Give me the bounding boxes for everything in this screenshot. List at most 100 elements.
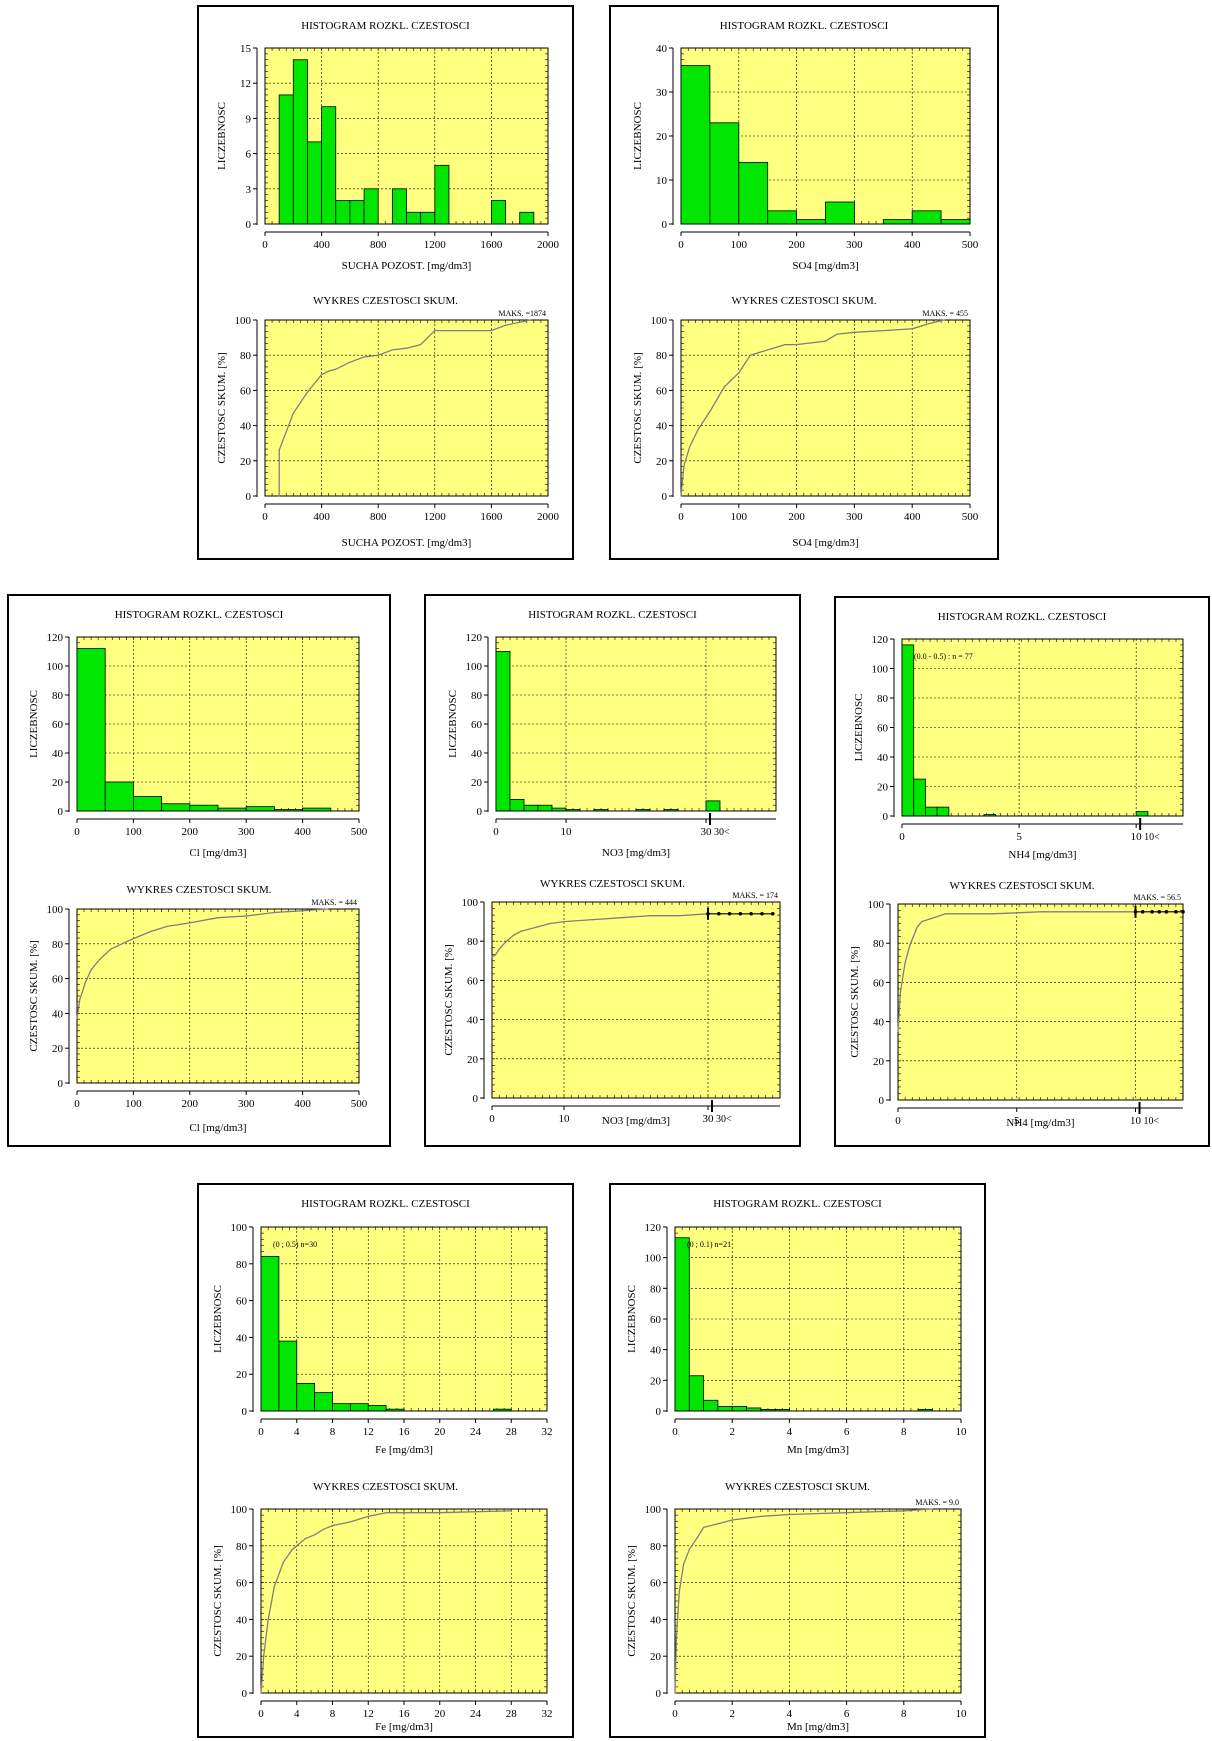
cumulative-point [76,1018,78,1020]
cumulative-point [788,1513,790,1516]
histogram-y-tick-label: 20 [236,1369,248,1381]
cumulative-title: WYKRES CZESTOSCI SKUM. [950,880,1095,892]
histogram-x-tick-label: 10 [956,1426,968,1438]
cumulative-y-tick-label: 60 [240,385,252,397]
histogram-x-tick-label: 400 [313,239,330,251]
cumulative-point [683,465,685,467]
cumulative-overflow-point [1164,910,1169,914]
histogram-bar [913,778,926,817]
cumulative-y-tick-label: 40 [236,1614,248,1626]
cumulative-y-tick-label: 60 [650,1578,662,1590]
histogram-title: HISTOGRAM ROZKL. CZESTOSCI [713,1198,882,1210]
cumulative-point [943,319,945,321]
cumulative-point [882,329,884,332]
histogram-x-tick-label: 400 [294,826,311,838]
cumulative-point [674,1692,676,1694]
histogram-y-tick-label: 40 [52,748,64,760]
cumulative-point [897,1030,899,1032]
cumulative-x-label: NH4 [mg/dm3] [1006,1117,1074,1129]
cumulative-x-tick-label: 0 [672,1708,678,1720]
cumulative-y-tick-label: 100 [868,899,885,911]
histogram: HISTOGRAM ROZKL. CZESTOSCI02040608010012… [626,1198,967,1456]
cumulative-point [688,1548,690,1551]
histogram-y-tick-label: 0 [477,806,483,818]
histogram-x-label: SUCHA POZOST. [mg/dm3] [342,260,472,272]
cumulative-x-tick-label: 0 [895,1115,901,1127]
cumulative-point [621,917,623,919]
cumulative-plot-area [681,320,970,496]
histogram-y-tick-label: 6 [246,149,252,161]
cumulative-point [824,340,827,342]
cumulative-point [273,911,275,914]
cumulative-x-tick-label: 300 [846,511,863,523]
histogram-y-tick-label: 40 [236,1332,248,1344]
histogram-note: (0 ; 0.5) n=30 [273,1240,317,1249]
panel-fe: HISTOGRAM ROZKL. CZESTOSCI 0 20 40 60 80 100 0 4… [197,1183,574,1738]
histogram-bar [278,1340,298,1412]
histogram-y-label: LICZEBNOSC [212,1285,224,1353]
chart-no3: HISTOGRAM ROZKL. CZESTOSCI02040608010012… [443,609,781,1127]
histogram-x-tick-label: 24 [470,1426,482,1438]
histogram-y-label: LICZEBNOSC [853,694,865,762]
cumulative-overflow-point [1181,910,1185,914]
cumulative-point [1087,911,1089,913]
histogram-bar [709,122,740,225]
cumulative-point [363,356,365,358]
cumulative-y-tick-label: 0 [242,1688,248,1700]
cumulative-point [90,969,92,971]
histogram-y-tick-label: 3 [246,184,252,196]
cumulative: WYKRES CZESTOSCI SKUM. 0 20 40 60 80 100 0 4 8 12 1… [212,1481,553,1733]
cumulative-x-tick-label: 32 [542,1708,553,1720]
cumulative-point [405,347,408,349]
cumulative-point [678,1591,680,1593]
histogram-x-label: NH4 [mg/dm3] [1008,849,1076,861]
cumulative-point [291,1548,293,1551]
histogram-x-tick-label: 28 [506,1426,518,1438]
histogram-y-tick-label: 80 [236,1259,248,1271]
histogram-title: HISTOGRAM ROZKL. CZESTOSCI [938,611,1107,623]
histogram-y-label: LICZEBNOSC [216,102,228,170]
cumulative-point [520,930,522,932]
cumulative-y-label: CZESTOSC SKUM. [%] [28,940,40,1051]
cumulative-point [675,1637,678,1639]
histogram-bar [189,804,219,812]
cumulative-x-tick-label: 6 [844,1708,850,1720]
cumulative-point [245,915,247,917]
histogram-x-tick-label: 2000 [537,239,560,251]
histogram-y-label: LICZEBNOSC [28,690,40,758]
cumulative-overflow-point [1140,910,1145,914]
histogram-x-tick-label: 300 [238,826,255,838]
histogram-x-tick-label: 100 [731,239,748,251]
histogram-bar [133,796,163,812]
histogram-bar [731,1405,747,1412]
histogram-x-tick-label: 10 [1131,831,1143,843]
cumulative-point [931,1508,933,1510]
histogram-y-tick-label: 15 [240,43,252,55]
cumulative-point [305,1537,307,1540]
cumulative-y-tick-label: 40 [240,421,252,433]
cumulative-y-tick-label: 60 [656,385,668,397]
cumulative-axis-frame [680,319,971,497]
cumulative: WYKRES CZESTOSCI SKUM. 0 20 40 60 80 100 0 100 20… [28,884,368,1134]
histogram-x-tick-label: 0 [258,1426,264,1438]
cumulative-x-label: NO3 [mg/dm3] [602,1115,670,1127]
panel-sucha-pozost: HISTOGRAM ROZKL. CZESTOSCI 0 3 6 9 12 15 0 400 80… [197,5,574,560]
histogram-y-tick-label: 20 [52,777,64,789]
cumulative-point [149,931,151,933]
cumulative-point [377,354,379,356]
cumulative-max-label: MAKS. = 455 [922,309,968,318]
cumulative-axis-frame [674,1508,962,1694]
cumulative-point [745,1517,748,1519]
cumulative-x-tick-label: 10 [1130,1115,1142,1127]
cumulative-y-tick-label: 80 [873,938,885,950]
cumulative-curve [897,911,1136,1032]
histogram-title: HISTOGRAM ROZKL. CZESTOSCI [301,1198,470,1210]
cumulative-max-label: MAKS. = 174 [732,891,778,900]
histogram-y-tick-label: 9 [246,113,252,125]
cumulative-overflow-point [738,911,743,916]
histogram-title: HISTOGRAM ROZKL. CZESTOSCI [301,20,470,32]
cumulative-point [911,328,913,330]
cumulative-point [510,1510,512,1512]
cumulative-x-tick-label: 24 [470,1708,482,1720]
cumulative-point [367,1515,369,1517]
